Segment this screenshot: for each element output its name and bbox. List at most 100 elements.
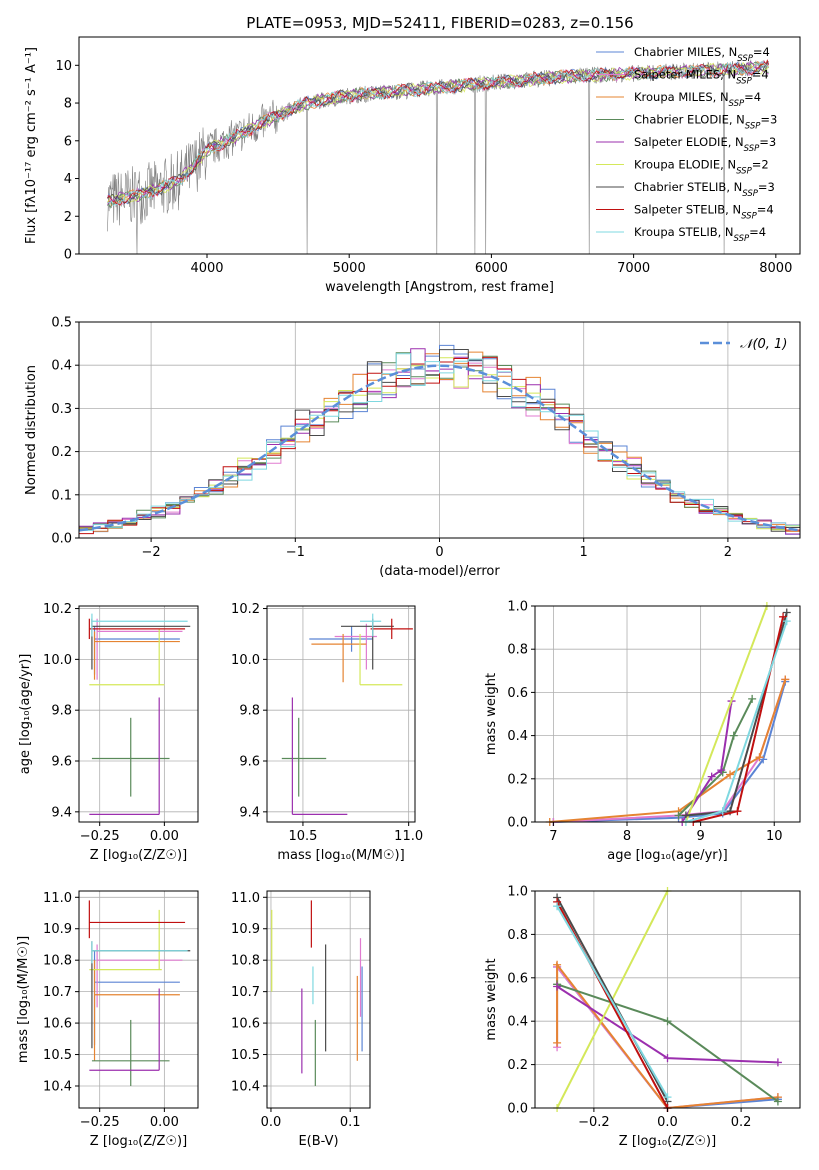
mass-vs-z-ylabel: mass [log₁₀(M/M☉)] xyxy=(16,936,31,1063)
spectrum-ytick-label: 4 xyxy=(64,172,72,187)
age-vs-mass-xlabel: mass [log₁₀(M/M☉)] xyxy=(277,848,404,863)
legend-entry: Salpeter STELIB, NSSP=4 xyxy=(634,203,774,222)
mass-weight-vs-age-ytick-label: 0.6 xyxy=(507,686,528,701)
age-vs-z-ytick-label: 9.8 xyxy=(51,704,72,719)
mass-weight-marker xyxy=(781,675,790,684)
mass-weight-vs-age-ytick-label: 0.4 xyxy=(507,729,528,744)
age-vs-z-ytick-label: 10.2 xyxy=(43,602,72,617)
spectrum-xtick-label: 8000 xyxy=(759,261,792,276)
mass-vs-z-ytick-label: 10.5 xyxy=(43,1048,72,1063)
age-vs-z-xtick-label: −0.25 xyxy=(80,829,120,844)
mass-vs-ebv-ytick-label: 10.6 xyxy=(231,1017,260,1032)
mass-weight-vs-z-ytick-label: 0.6 xyxy=(507,971,528,986)
age-vs-z-ytick-label: 9.6 xyxy=(51,755,72,770)
residuals-frame xyxy=(78,321,801,539)
mass-weight-marker xyxy=(663,1093,672,1102)
mass-weight-vs-age-ytick-label: 0.0 xyxy=(507,816,528,831)
legend-entry: Kroupa ELODIE, NSSP=2 xyxy=(634,158,769,177)
mass-weight-marker xyxy=(707,772,716,781)
mass-weight-marker xyxy=(773,1097,782,1106)
mass-weight-vs-z-ytick-label: 0.4 xyxy=(507,1015,528,1030)
mass-weight-vs-age-ytick-label: 0.8 xyxy=(507,643,528,658)
mass-weight-marker xyxy=(729,731,738,740)
residuals-xtick-label: −1 xyxy=(286,545,305,560)
mass-weight-vs-z-ytick-label: 0.2 xyxy=(507,1058,528,1073)
axes-frame-layer xyxy=(75,36,801,1112)
mass-weight-line xyxy=(681,700,733,823)
legend-entry: Chabrier MILES, NSSP=4 xyxy=(634,45,770,64)
age-vs-mass-ytick-label: 10.2 xyxy=(231,602,260,617)
mass-vs-z-frame xyxy=(78,890,199,1109)
residuals-xtick-label: 2 xyxy=(724,545,732,560)
spectrum-title: PLATE=0953, MJD=52411, FIBERID=0283, z=0… xyxy=(246,14,633,32)
residuals-xtick-label: 0 xyxy=(435,545,443,560)
mass-weight-line xyxy=(556,905,669,1098)
mass-weight-vs-age-ytick-label: 0.2 xyxy=(507,772,528,787)
mass-weight-vs-z-ytick-label: 0.8 xyxy=(507,928,528,943)
mass-vs-z-ytick-label: 10.6 xyxy=(43,1017,72,1032)
residuals-xlabel: (data-model)/error xyxy=(379,564,500,579)
mass-weight-vs-z-xlabel: Z [log₁₀(Z/Z☉)] xyxy=(619,1134,716,1149)
mass-weight-vs-age-ylabel: mass weight xyxy=(484,673,499,755)
mass-weight-line xyxy=(685,612,788,817)
model-spectrum-line xyxy=(107,59,770,206)
age-vs-mass-frame xyxy=(266,605,416,823)
residual-histogram-step xyxy=(79,356,800,535)
mass-weight-vs-age-xtick-label: 9 xyxy=(696,829,704,844)
mass-weight-marker xyxy=(674,811,683,820)
age-vs-mass-xtick-label: 10.5 xyxy=(288,829,317,844)
model-spectrum-line xyxy=(107,61,769,209)
mass-vs-z-ytick-label: 10.4 xyxy=(43,1079,72,1094)
age-vs-mass-ytick-label: 9.6 xyxy=(239,755,260,770)
mass-weight-vs-z-xtick-label: 0.0 xyxy=(657,1115,678,1130)
mass-vs-z-xtick-label: 0.00 xyxy=(150,1115,179,1130)
mass-weight-marker xyxy=(553,1038,562,1047)
residuals-ytick-label: 0.4 xyxy=(51,359,72,374)
mass-weight-vs-z-xtick-label: −0.2 xyxy=(578,1115,610,1130)
mass-weight-marker xyxy=(553,982,562,991)
mass-vs-z-ytick-label: 10.8 xyxy=(43,954,72,969)
mass-vs-ebv-xtick-label: 0.0 xyxy=(261,1115,282,1130)
age-vs-mass-xtick-label: 11.0 xyxy=(394,829,423,844)
spectrum-xtick-label: 7000 xyxy=(617,261,650,276)
mass-weight-marker xyxy=(782,608,791,617)
spectrum-frame xyxy=(78,36,801,255)
mass-weight-marker xyxy=(663,1017,672,1026)
spectrum-ytick-label: 10 xyxy=(55,59,72,74)
mass-vs-ebv-ytick-label: 10.8 xyxy=(231,954,260,969)
residuals-ytick-label: 0.1 xyxy=(51,488,72,503)
age-vs-mass-ytick-label: 9.4 xyxy=(239,805,260,820)
residuals-xtick-label: 1 xyxy=(580,545,588,560)
mass-vs-z-ytick-label: 10.7 xyxy=(43,985,72,1000)
mass-weight-vs-age-xlabel: age [log₁₀(age/yr)] xyxy=(607,848,728,863)
mass-weight-line xyxy=(684,605,768,823)
spectrum-ytick-label: 0 xyxy=(64,248,72,263)
mass-vs-z-ytick-label: 11.0 xyxy=(43,891,72,906)
normal-legend-label: 𝒩(0, 1) xyxy=(740,337,787,352)
mass-weight-line xyxy=(556,897,669,1102)
legend-entry: Chabrier STELIB, NSSP=3 xyxy=(634,180,775,199)
mass-weight-marker xyxy=(718,807,727,816)
grid-layer xyxy=(79,321,800,1109)
residuals-ylabel: Normed distribution xyxy=(24,365,39,495)
mass-weight-vs-age-xtick-label: 7 xyxy=(549,829,557,844)
mass-weight-line xyxy=(556,961,778,1110)
mass-weight-marker xyxy=(779,612,788,621)
residuals-ytick-label: 0.0 xyxy=(51,532,72,547)
legend-entry: Kroupa MILES, NSSP=4 xyxy=(634,90,761,109)
mass-weight-marker xyxy=(717,766,726,775)
mass-weight-vs-z-ytick-label: 1.0 xyxy=(507,885,528,900)
model-spectrum-line xyxy=(107,60,769,206)
legend-entry: Chabrier ELODIE, NSSP=3 xyxy=(634,113,777,132)
spectrum-ytick-label: 8 xyxy=(64,97,72,112)
spectrum-ytick-label: 2 xyxy=(64,210,72,225)
mass-weight-marker xyxy=(553,902,562,911)
age-vs-mass-ytick-label: 10.0 xyxy=(231,653,260,668)
mass-weight-vs-z-frame xyxy=(534,890,801,1109)
spectrum-xtick-label: 5000 xyxy=(333,261,366,276)
normal-distribution-curve xyxy=(78,364,801,532)
data-layer xyxy=(78,59,801,1112)
residuals-ytick-label: 0.2 xyxy=(51,445,72,460)
mass-vs-z-xlabel: Z [log₁₀(Z/Z☉)] xyxy=(90,1134,187,1149)
mass-vs-ebv-ytick-label: 10.4 xyxy=(231,1079,260,1094)
